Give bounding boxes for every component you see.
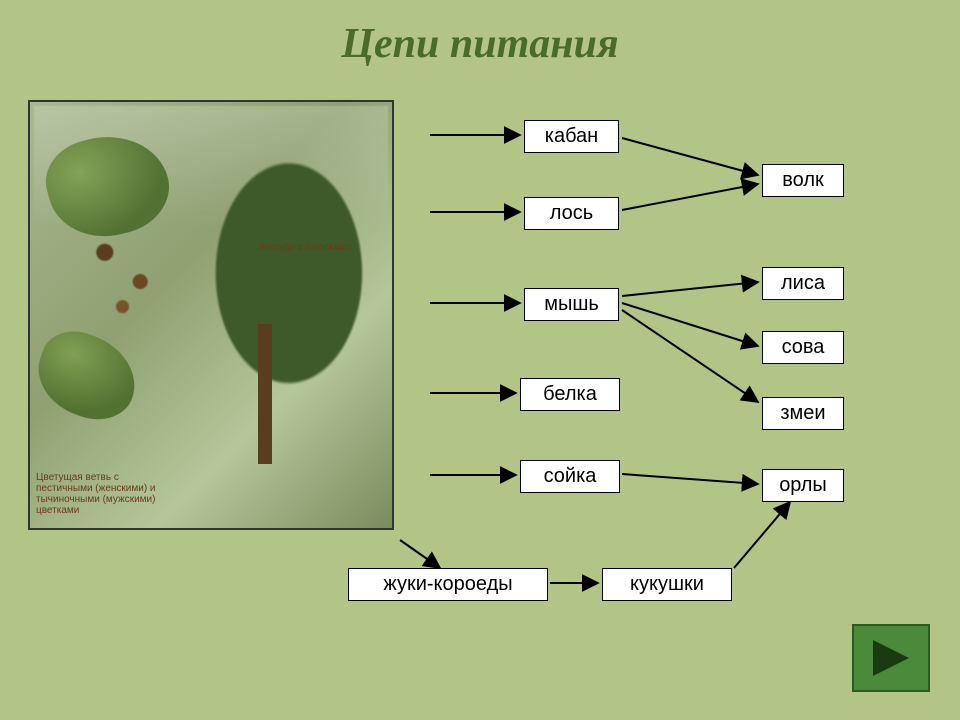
node-lisa: лиса — [762, 267, 844, 300]
image-caption-left: Цветущая ветвь с пестичными (женскими) и… — [36, 472, 176, 516]
node-orly: орлы — [762, 469, 844, 502]
edge — [734, 502, 790, 568]
leaf-decor — [37, 122, 179, 250]
next-slide-button[interactable] — [852, 624, 930, 692]
node-volk: волк — [762, 164, 844, 197]
node-kaban: кабан — [524, 120, 619, 153]
oak-illustration: Цветущая ветвь с пестичными (женскими) и… — [28, 100, 394, 530]
node-kukushki: кукушки — [602, 568, 732, 601]
page-title: Цепи питания — [0, 20, 960, 68]
tree-trunk-decor — [258, 324, 272, 464]
node-zmei: змеи — [762, 397, 844, 430]
node-los: лось — [524, 197, 619, 230]
node-mysh: мышь — [524, 288, 619, 321]
edge — [622, 282, 758, 296]
node-soika: сойка — [520, 460, 620, 493]
image-caption-right: Жёлуди с плюсками — [258, 242, 352, 253]
edge — [622, 303, 758, 346]
play-icon — [867, 636, 915, 680]
node-zhuki: жуки-короеды — [348, 568, 548, 601]
node-sova: сова — [762, 331, 844, 364]
edge — [622, 474, 758, 484]
edge — [622, 310, 758, 402]
edge — [622, 138, 758, 175]
leaf-decor — [28, 322, 148, 431]
edge — [622, 184, 758, 210]
node-belka: белка — [520, 378, 620, 411]
edge — [400, 540, 440, 568]
